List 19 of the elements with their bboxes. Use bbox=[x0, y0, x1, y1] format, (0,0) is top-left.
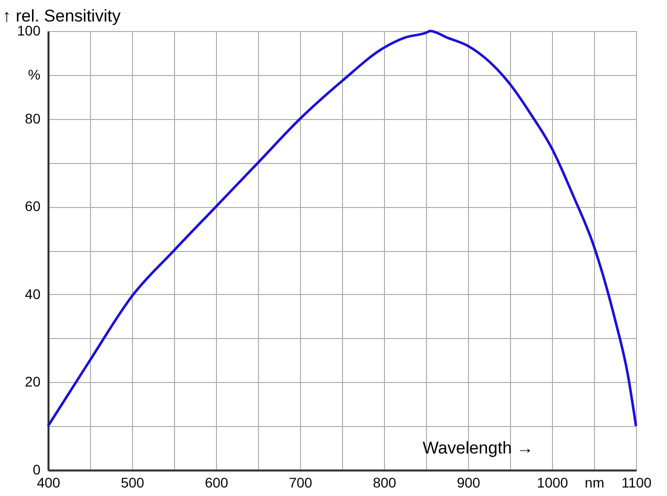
y-tick-label: 40 bbox=[24, 286, 41, 302]
y-tick-label: 0 bbox=[32, 462, 41, 478]
x-tick-label: 500 bbox=[120, 474, 144, 490]
x-tick-label: nm bbox=[584, 474, 604, 490]
y-tick-label: 20 bbox=[24, 374, 41, 390]
x-tick-label: 1000 bbox=[536, 474, 568, 490]
y-tick-label: 80 bbox=[24, 110, 41, 126]
x-tick-label: 1100 bbox=[621, 474, 652, 490]
x-tick-label: 800 bbox=[372, 474, 396, 490]
x-tick-label: 400 bbox=[36, 474, 60, 490]
line-series bbox=[46, 30, 638, 428]
y-tick-label: 100 bbox=[17, 22, 41, 38]
x-tick-label: 700 bbox=[288, 474, 312, 490]
x-tick-label: 900 bbox=[456, 474, 480, 490]
y-tick-label: % bbox=[28, 66, 40, 82]
x-tick-label: 600 bbox=[204, 474, 228, 490]
x-axis-title: Wavelength → bbox=[422, 438, 534, 458]
y-tick-label: 60 bbox=[24, 198, 41, 214]
y-axis-title: ↑ rel. Sensitivity bbox=[2, 6, 122, 26]
